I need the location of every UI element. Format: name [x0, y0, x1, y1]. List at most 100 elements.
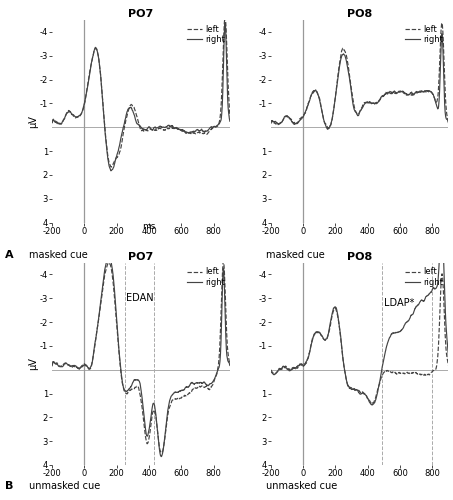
Legend: left, right: left, right: [186, 266, 226, 287]
right: [439, 220, 444, 226]
right: [325, 126, 330, 132]
left: [166, 126, 172, 132]
right: [385, 90, 390, 96]
Text: A: A: [5, 250, 13, 260]
right: [385, 340, 390, 345]
left: [210, 382, 215, 388]
right: [166, 122, 172, 128]
right: [324, 336, 330, 342]
left: [312, 88, 317, 94]
left: [106, 156, 111, 162]
right: [312, 88, 317, 94]
left: [318, 332, 323, 338]
Title: PO7: PO7: [128, 9, 154, 19]
Text: masked cue: masked cue: [29, 250, 88, 260]
left: [166, 406, 172, 411]
Line: left: left: [52, 17, 230, 167]
right: [446, 120, 451, 126]
right: [318, 103, 323, 109]
right: [108, 168, 114, 174]
right: [106, 253, 111, 259]
left: [385, 368, 390, 374]
left: [49, 362, 55, 368]
Line: right: right: [271, 34, 448, 130]
Line: right: right: [52, 256, 230, 456]
left: [268, 368, 274, 374]
left: [49, 120, 55, 126]
right: [227, 118, 233, 124]
left: [93, 45, 98, 51]
Title: PO7: PO7: [128, 252, 154, 262]
left: [227, 113, 233, 119]
left: [324, 336, 330, 342]
right: [49, 363, 55, 369]
Text: unmasked cue: unmasked cue: [29, 481, 101, 491]
Text: LDAP*: LDAP*: [384, 298, 414, 308]
left: [429, 370, 434, 376]
left: [407, 92, 412, 98]
Title: PO8: PO8: [347, 9, 372, 19]
left: [100, 92, 105, 98]
right: [93, 44, 98, 51]
left: [327, 126, 332, 132]
right: [210, 124, 215, 130]
left: [439, 20, 444, 26]
Y-axis label: µV: µV: [28, 358, 38, 370]
right: [222, 20, 228, 26]
left: [210, 125, 215, 131]
left: [369, 400, 375, 406]
right: [446, 354, 451, 360]
right: [429, 89, 434, 95]
left: [222, 14, 228, 20]
right: [370, 402, 375, 408]
right: [324, 125, 330, 131]
Line: right: right: [271, 223, 448, 405]
Line: left: left: [271, 23, 448, 128]
right: [49, 120, 55, 126]
right: [159, 454, 164, 460]
Line: left: left: [52, 262, 230, 453]
left: [108, 164, 114, 170]
left: [439, 271, 445, 277]
left: [385, 91, 390, 97]
right: [312, 331, 317, 337]
left: [312, 332, 317, 338]
right: [188, 380, 194, 386]
left: [93, 338, 98, 344]
left: [227, 362, 233, 368]
right: [106, 158, 111, 164]
left: [324, 123, 330, 129]
right: [167, 399, 172, 405]
left: [221, 258, 226, 264]
Line: right: right: [52, 22, 230, 171]
left: [106, 260, 111, 266]
right: [100, 92, 105, 98]
right: [100, 286, 105, 292]
left: [446, 362, 451, 368]
left: [268, 120, 274, 126]
Text: ms: ms: [142, 222, 156, 231]
Y-axis label: µV: µV: [28, 115, 38, 128]
right: [429, 290, 434, 296]
right: [439, 30, 444, 36]
Text: EDAN: EDAN: [126, 293, 154, 303]
left: [188, 130, 193, 136]
Legend: left, right: left, right: [186, 24, 226, 45]
left: [429, 89, 434, 95]
left: [159, 450, 164, 456]
left: [446, 120, 451, 126]
right: [268, 120, 274, 126]
left: [188, 390, 193, 396]
Legend: left, right: left, right: [405, 266, 444, 287]
right: [106, 252, 112, 258]
Text: masked cue: masked cue: [266, 250, 325, 260]
left: [318, 102, 323, 108]
right: [268, 367, 274, 373]
right: [407, 92, 412, 98]
Text: unmasked cue: unmasked cue: [266, 481, 337, 491]
Line: left: left: [271, 274, 448, 404]
right: [93, 337, 98, 343]
Text: B: B: [5, 481, 13, 491]
right: [210, 378, 216, 384]
right: [188, 129, 193, 135]
